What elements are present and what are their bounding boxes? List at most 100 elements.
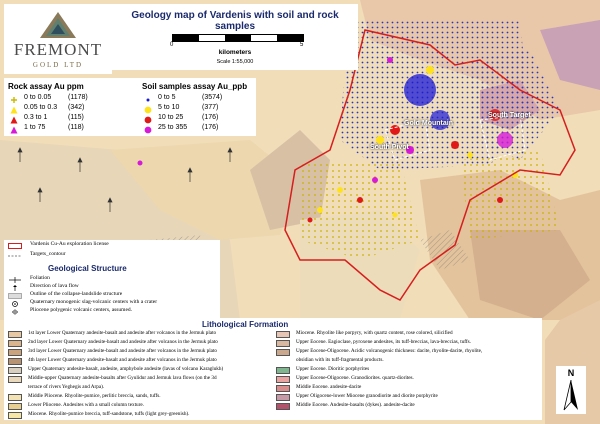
soil-assay-title: Soil samples assay Au_ppb <box>142 82 248 91</box>
lithology-swatch <box>8 349 22 356</box>
soil_assay-row: 25 to 355 (176) <box>144 124 254 134</box>
lithology-swatch <box>8 358 22 365</box>
rock_assay-range: 0 to 0.05 <box>24 94 52 101</box>
lithology-swatch <box>8 340 22 347</box>
soil_assay-row: 5 to 10 (377) <box>144 104 254 114</box>
rock-assay-title: Rock assay Au ppm <box>8 82 84 91</box>
lithology-label: terrace of rivers Yeghegis and Arpa). <box>28 384 105 390</box>
map-label-south-target: South Target <box>488 112 531 119</box>
lithology-swatch <box>276 331 290 338</box>
lithology-label: Upper Eocene. Eagioclase, pyroxene andes… <box>296 339 471 345</box>
rock_assay-count: (1178) <box>68 94 88 101</box>
lithology-swatch <box>8 331 22 338</box>
rock_assay-range: 0.3 to 1 <box>24 114 48 121</box>
scale-end: 5 <box>300 42 304 48</box>
hatch-icon <box>8 293 22 299</box>
lithology-swatch <box>276 403 290 410</box>
structure-legend: Vardenis Cu-Au exploration license Targe… <box>4 240 220 318</box>
title-panel: Geology map of Vardenis with soil and ro… <box>112 4 358 70</box>
lithology-label: Upper Oligocene-lower Miocene granodiori… <box>296 393 438 399</box>
logo-subtitle: GOLD LTD <box>32 61 84 69</box>
rock_assay-row: 0.3 to 1 (115) <box>10 114 120 124</box>
scale-ratio: Scale 1:55,000 <box>216 59 254 65</box>
rock-sample-grid <box>300 160 420 260</box>
soil_assay-row: 0 to 5 (3574) <box>144 94 254 104</box>
structure-legend-label: Direction of lava flow <box>30 283 79 289</box>
lithology-swatch <box>276 340 290 347</box>
lithology-label: 4th layer Lower Quaternary andesite-basa… <box>28 357 217 363</box>
rock_assay-range: 1 to 75 <box>24 124 46 131</box>
geo-zone-center <box>110 140 300 240</box>
assay-legend: Rock assay Au ppm Soil samples assay Au_… <box>4 78 256 136</box>
map-title: Geology map of Vardenis with soil and ro… <box>131 10 339 32</box>
dot-marker-icon <box>146 98 150 102</box>
lava-flow-arrows <box>17 147 233 212</box>
lithology-label: Upper Eocene. Dioritic porphyrites <box>296 366 370 372</box>
foliation-icon <box>9 277 21 283</box>
lithology-swatch <box>276 367 290 374</box>
lithology-swatch <box>276 349 290 356</box>
target-contour-2 <box>479 114 526 161</box>
structure-legend-label: Foliation <box>30 275 50 281</box>
soil_assay-range: 10 to 25 <box>158 114 184 121</box>
lithology-swatch <box>8 394 22 401</box>
map-label-gold-mountain: Gold Mountain <box>404 120 453 127</box>
rock_assay-count: (342) <box>68 104 85 111</box>
lithology-swatch <box>8 412 22 419</box>
lithology-label: Lower Pliocene. Andesites with a small c… <box>28 402 144 408</box>
north-arrow: N <box>556 366 586 414</box>
north-arrow-icon <box>563 380 578 411</box>
fremont-logo-icon <box>40 12 76 38</box>
targets-legend-label: Targets_contour <box>30 251 66 257</box>
geo-zone-granite <box>540 20 600 90</box>
crater-icon <box>12 301 18 307</box>
scale-bar <box>172 34 304 42</box>
lithology-label: Middle Pliocene. Rhyolite-pumice, perlit… <box>28 393 161 399</box>
scale-zero: 0 <box>170 42 174 48</box>
lithology-swatch <box>8 403 22 410</box>
lithology-label: Upper Quaternary andesite-basalt, andesi… <box>28 366 224 372</box>
lithology-label: 3rd layer Lower Quaternary andesite-basa… <box>28 348 217 354</box>
structure-title: Geological Structure <box>48 264 127 273</box>
soil-sample-grid-2 <box>470 50 560 160</box>
lithology-label: Middle Eocene. andesite-dacite <box>296 384 362 390</box>
rock_assay-count: (115) <box>68 114 84 121</box>
rock_assay-row: 1 to 75 (118) <box>10 124 120 134</box>
structure-legend-label: Quaternary monogenic slag-volcanic cente… <box>30 299 158 305</box>
triangle-marker-icon <box>10 126 18 134</box>
rock_assay-count: (118) <box>68 124 84 131</box>
lithology-label: 1st layer Lower Quaternary andesite-basa… <box>28 330 217 336</box>
lithology-swatch <box>276 394 290 401</box>
lithology-label: Miocene. Rhyolite-pumice breccia, tuff-s… <box>28 411 190 417</box>
circle-marker-icon <box>144 126 152 134</box>
soil_assay-count: (377) <box>202 104 219 111</box>
soil_assay-count: (176) <box>202 124 219 131</box>
circle-marker-icon <box>144 116 152 124</box>
triangle-marker-icon <box>10 116 18 124</box>
lithology-swatch <box>276 385 290 392</box>
circle-marker-icon <box>144 106 152 114</box>
lithology-label: Middle-upper Quaternary andesite-basalts… <box>28 375 217 381</box>
rock_assay-range: 0.05 to 0.3 <box>24 104 58 111</box>
geo-zone-se2 <box>470 230 590 320</box>
soil_assay-count: (176) <box>202 114 219 121</box>
lithology-label: Upper Eocene-Oligocene. Acidic volcanoge… <box>296 348 483 354</box>
target-contour <box>384 119 431 161</box>
lithology-swatch <box>8 367 22 374</box>
polygenic-icon <box>11 309 19 315</box>
soil_assay-range: 0 to 5 <box>158 94 176 101</box>
north-label: N <box>567 368 575 378</box>
soil_assay-row: 10 to 25 (176) <box>144 114 254 124</box>
logo-panel: FREMONT GOLD LTD <box>4 4 112 74</box>
rock_assay-row: 0 to 0.05 (1178) <box>10 94 120 104</box>
soil_assay-range: 5 to 10 <box>158 104 180 111</box>
license-boundary <box>284 29 576 301</box>
structure-legend-label: Outline of the collapse-landslide struct… <box>30 291 123 297</box>
lithology-label: Miocene. Rhyolite like porpyry, with qua… <box>296 330 453 336</box>
structure-legend-label: Pliocene polygenic volcanic centers, ass… <box>30 307 133 313</box>
rock_assay-row: 0.05 to 0.3 (342) <box>10 104 120 114</box>
lithology-title: Lithological Formation <box>202 320 289 329</box>
targets-contour-icon <box>8 255 22 257</box>
map-label-south-pivot: South Pivot <box>370 144 409 151</box>
